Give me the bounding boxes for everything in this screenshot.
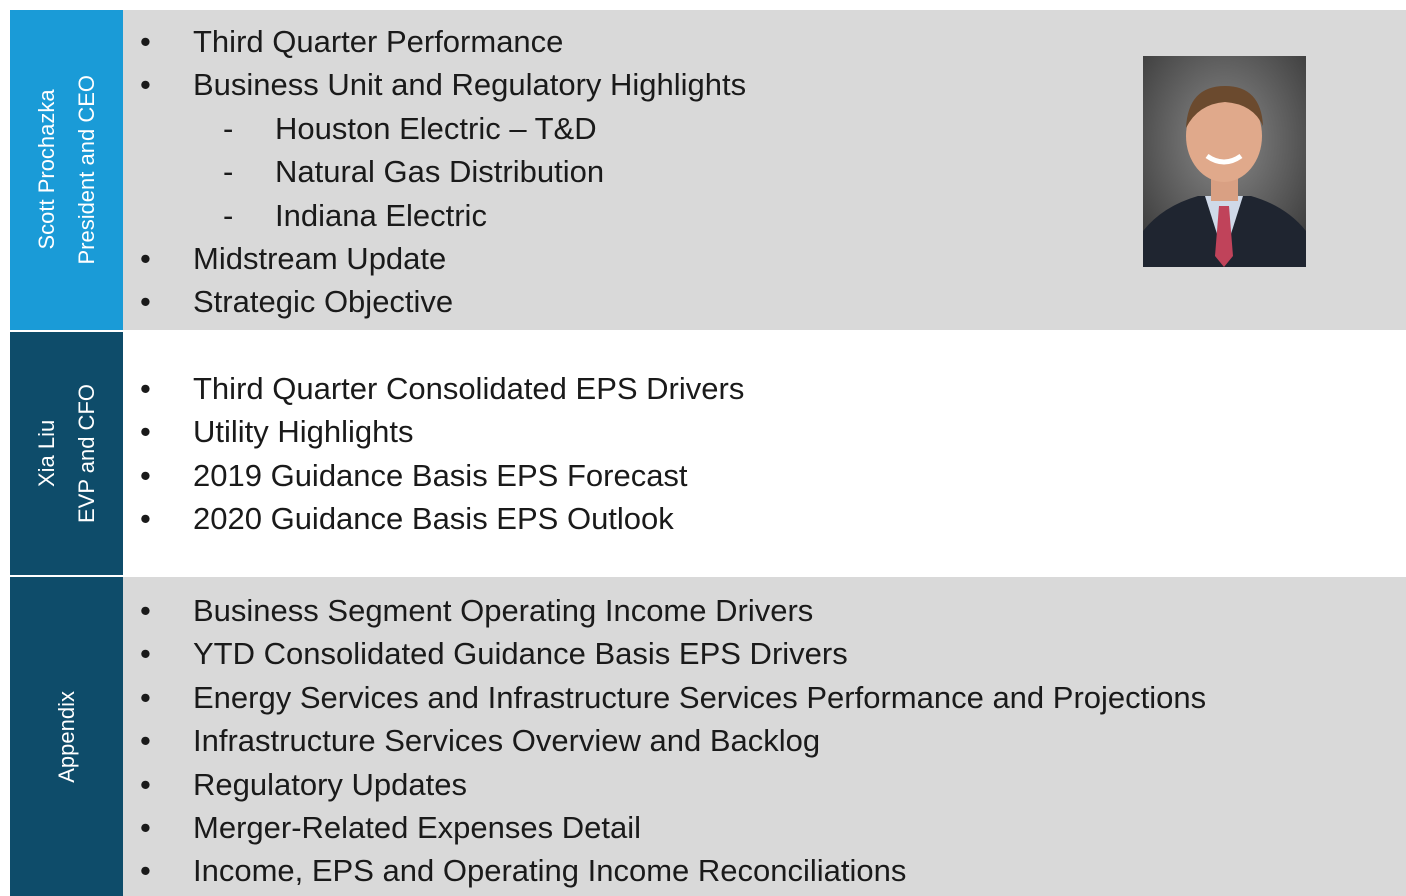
topic-text: Business Unit and Regulatory Highlights: [193, 63, 746, 106]
bullet: •: [140, 849, 151, 892]
topic-item: • Utility Highlights: [123, 410, 1406, 453]
topic-text: 2020 Guidance Basis EPS Outlook: [193, 497, 674, 540]
topic-item: • Merger-Related Expenses Detail: [123, 806, 1406, 849]
bullet: •: [140, 280, 151, 323]
bullet: •: [140, 589, 151, 632]
bullet: •: [140, 632, 151, 675]
topic-text: Regulatory Updates: [193, 763, 467, 806]
topic-list: •Third Quarter Consolidated EPS Drivers•…: [123, 332, 1406, 541]
speaker-name: Xia Liu: [27, 384, 67, 523]
bullet: •: [140, 454, 151, 497]
topic-item: • Regulatory Updates: [123, 763, 1406, 806]
bullet: •: [140, 676, 151, 719]
topic-item: • Energy Services and Infrastructure Serv…: [123, 676, 1406, 719]
bullet: •: [140, 806, 151, 849]
speaker-name: Scott Prochazka: [27, 75, 67, 265]
speaker-title: EVP and CFO: [67, 384, 107, 523]
speaker-photo: [1143, 56, 1306, 267]
sub-topic-text: Indiana Electric: [275, 194, 487, 237]
sub-topic-text: Natural Gas Distribution: [275, 150, 604, 193]
bullet: •: [140, 497, 151, 540]
bullet: •: [140, 63, 151, 106]
dash: -: [223, 150, 233, 193]
bullet: •: [140, 367, 151, 410]
slide: Scott ProchazkaPresident and CEO • Third Q…: [0, 0, 1406, 896]
topic-text: Energy Services and Infrastructure Servi…: [193, 676, 1206, 719]
topic-text: Utility Highlights: [193, 410, 414, 453]
topic-item: • Third Quarter Consolidated EPS Drivers: [123, 367, 1406, 410]
topic-text: 2019 Guidance Basis EPS Forecast: [193, 454, 688, 497]
topic-item: • YTD Consolidated Guidance Basis EPS Dri…: [123, 632, 1406, 675]
bullet: •: [140, 763, 151, 806]
dash: -: [223, 107, 233, 150]
topic-text: Merger-Related Expenses Detail: [193, 806, 641, 849]
topic-item: • 2020 Guidance Basis EPS Outlook: [123, 497, 1406, 540]
topic-item: • Business Segment Operating Income Drive…: [123, 589, 1406, 632]
topic-text: Income, EPS and Operating Income Reconci…: [193, 849, 906, 892]
agenda-section: Appendix • Business Segment Operating Inco…: [10, 577, 1406, 896]
topic-list: • Business Segment Operating Income Drive…: [123, 577, 1406, 893]
bullet: •: [140, 719, 151, 762]
sub-topic-text: Houston Electric – T&D: [275, 107, 597, 150]
topic-text: Midstream Update: [193, 237, 446, 280]
topic-text: YTD Consolidated Guidance Basis EPS Driv…: [193, 632, 848, 675]
topic-item: • Infrastructure Services Overview and Ba…: [123, 719, 1406, 762]
bullet: •: [140, 237, 151, 280]
speaker-band: Appendix: [10, 577, 123, 896]
topic-item: • Income, EPS and Operating Income Reconc…: [123, 849, 1406, 892]
topic-text: Third Quarter Performance: [193, 20, 563, 63]
topic-text: Business Segment Operating Income Driver…: [193, 589, 813, 632]
speaker-name: Appendix: [47, 691, 87, 783]
topic-item: • Strategic Objective: [123, 280, 1406, 323]
topic-item: • 2019 Guidance Basis EPS Forecast: [123, 454, 1406, 497]
topic-text: Infrastructure Services Overview and Bac…: [193, 719, 820, 762]
topic-text: Third Quarter Consolidated EPS Drivers: [193, 367, 744, 410]
dash: -: [223, 194, 233, 237]
topic-text: Strategic Objective: [193, 280, 453, 323]
bullet: •: [140, 20, 151, 63]
bullet: •: [140, 410, 151, 453]
speaker-label: Appendix: [47, 691, 87, 783]
speaker-title: President and CEO: [67, 75, 107, 265]
